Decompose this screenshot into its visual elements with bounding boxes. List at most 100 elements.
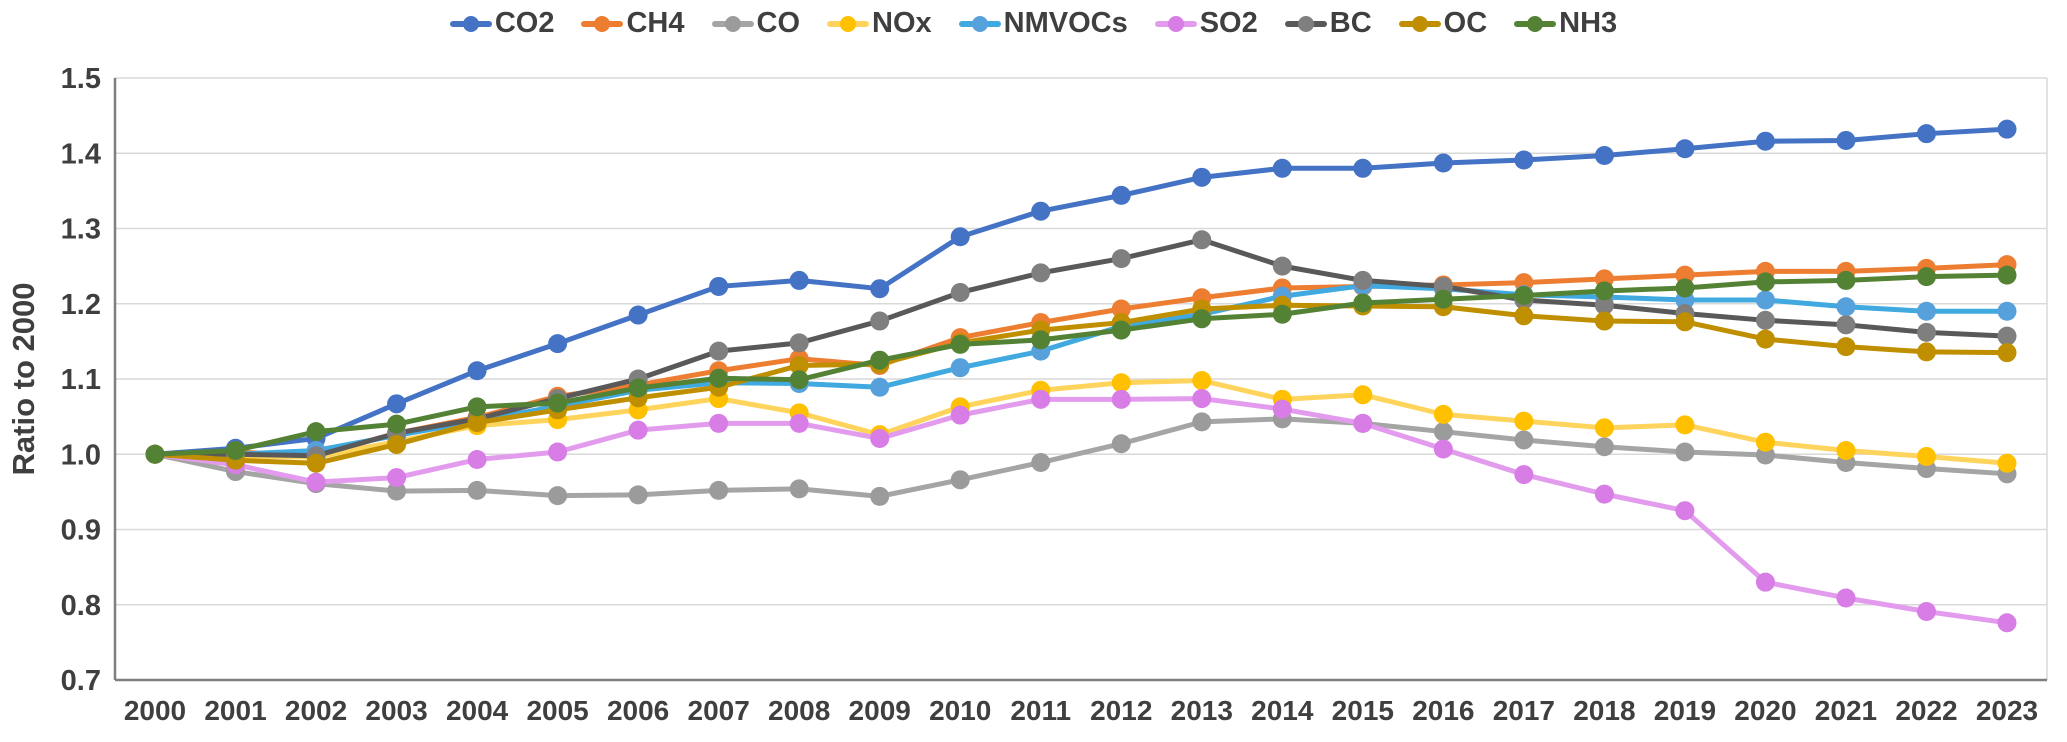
series-marker-OC — [387, 434, 407, 454]
axis-labels: 0.7 0.8 0.9 1.0 1.1 1.2 1.3 1.4 1.5 2000 2001 2002 2… — [61, 63, 2038, 726]
gridlines — [113, 77, 2048, 682]
x-tick-label: 2014 — [1251, 695, 1314, 726]
series-marker-SO2 — [1111, 389, 1131, 409]
series-marker-CO2 — [1514, 150, 1534, 170]
series-marker-OC — [1836, 337, 1856, 357]
series-marker-BC — [1755, 310, 1775, 330]
x-tick-label: 2005 — [526, 695, 588, 726]
series-marker-CO — [1675, 442, 1695, 462]
series-marker-NH3 — [1433, 289, 1453, 309]
x-tick-label: 2015 — [1332, 695, 1394, 726]
series-marker-CO — [387, 481, 407, 501]
series-marker-NH3 — [1755, 272, 1775, 292]
series-marker-NOx — [1433, 404, 1453, 424]
series-marker-CH4 — [1111, 299, 1131, 319]
legend-label-OC: OC — [1443, 7, 1488, 39]
y-tick-label: 1.1 — [61, 364, 101, 396]
legend-item-BC: BC — [1284, 7, 1372, 40]
y-tick-label: 0.9 — [61, 515, 101, 547]
series-marker-NOx — [1111, 373, 1131, 393]
series-marker-CO2 — [628, 305, 648, 325]
series-marker-CO2 — [1594, 146, 1614, 166]
series-marker-NH3 — [145, 444, 165, 464]
series-marker-SO2 — [1594, 484, 1614, 504]
series-marker-NH3 — [306, 422, 326, 442]
series-marker-NOx — [1997, 453, 2017, 473]
series-marker-BC — [1031, 263, 1051, 283]
series-marker-CO2 — [789, 270, 809, 290]
x-tick-label: 2004 — [446, 695, 509, 726]
legend-label-CO: CO — [756, 7, 801, 39]
x-tick-label: 2018 — [1573, 695, 1635, 726]
series-line-CO — [152, 416, 2010, 499]
series-marker-BC — [1594, 295, 1614, 315]
series-marker-NMVOCs — [950, 358, 970, 378]
x-tick-label: 2000 — [124, 695, 186, 726]
series-marker-NOx — [1675, 415, 1695, 435]
legend-marker-CO2 — [449, 15, 492, 33]
series-NH3 — [145, 265, 2017, 464]
legend-label-CO2: CO2 — [494, 7, 555, 39]
x-tick-label: 2010 — [929, 695, 991, 726]
series-marker-BC — [1192, 230, 1212, 250]
series-marker-NH3 — [870, 350, 890, 370]
legend-marker-CH4 — [581, 15, 624, 33]
series-marker-CO — [548, 486, 568, 506]
legend-item-NOx: NOx — [827, 7, 932, 40]
x-tick-label: 2011 — [1010, 695, 1071, 726]
series-marker-SO2 — [950, 405, 970, 425]
series-marker-CO2 — [1755, 131, 1775, 151]
series-marker-NH3 — [1272, 304, 1292, 324]
y-axis-title: Ratio to 2000 — [6, 283, 41, 476]
series-marker-CO2 — [1111, 185, 1131, 205]
series-marker-SO2 — [387, 468, 407, 488]
series-marker-SO2 — [1916, 602, 1936, 622]
series-marker-CO — [1031, 453, 1051, 473]
legend-label-BC: BC — [1329, 7, 1372, 39]
series-marker-NH3 — [1997, 265, 2017, 285]
series-marker-NH3 — [709, 368, 729, 388]
x-tick-label: 2022 — [1895, 695, 1957, 726]
series-marker-SO2 — [467, 450, 487, 470]
series-line-SO2 — [152, 396, 2010, 626]
series-marker-OC — [1997, 343, 2017, 363]
series-marker-CO — [1514, 430, 1534, 450]
x-tick-label: 2012 — [1090, 695, 1152, 726]
series-marker-NH3 — [1836, 270, 1856, 290]
series-marker-NOx — [1755, 432, 1775, 452]
series-marker-NH3 — [1514, 285, 1534, 305]
y-tick-label: 1.2 — [61, 289, 101, 321]
series-marker-NMVOCs — [1916, 301, 1936, 321]
y-tick-label: 0.7 — [61, 665, 101, 697]
series-marker-OC — [1755, 329, 1775, 349]
series-marker-CO2 — [709, 276, 729, 296]
series-marker-BC — [789, 333, 809, 353]
x-tick-label: 2003 — [365, 695, 427, 726]
series-marker-BC — [1916, 322, 1936, 342]
legend-marker-OC — [1398, 15, 1441, 33]
series-marker-SO2 — [548, 442, 568, 462]
series-marker-SO2 — [1353, 413, 1373, 433]
series-marker-BC — [1111, 249, 1131, 269]
series-marker-SO2 — [306, 472, 326, 492]
series-marker-BC — [870, 311, 890, 331]
series-marker-CO2 — [1916, 124, 1936, 144]
series-marker-OC — [789, 355, 809, 375]
series-marker-CO2 — [950, 227, 970, 247]
series-marker-SO2 — [709, 413, 729, 433]
legend-item-CH4: CH4 — [581, 7, 685, 40]
series-marker-CO2 — [1353, 158, 1373, 178]
series-marker-NOx — [1192, 371, 1212, 391]
x-tick-label: 2019 — [1654, 695, 1716, 726]
x-tick-label: 2017 — [1493, 695, 1555, 726]
series-marker-BC — [1353, 270, 1373, 290]
series-marker-CO2 — [1031, 201, 1051, 221]
series-line-BC — [152, 237, 2010, 459]
legend-item-NH3: NH3 — [1514, 7, 1617, 40]
series-marker-NH3 — [387, 414, 407, 434]
series-marker-NH3 — [1353, 293, 1373, 313]
series-marker-SO2 — [628, 420, 648, 440]
series-marker-NMVOCs — [1836, 297, 1856, 317]
series-marker-OC — [1916, 342, 1936, 362]
series-marker-CO — [1192, 412, 1212, 432]
